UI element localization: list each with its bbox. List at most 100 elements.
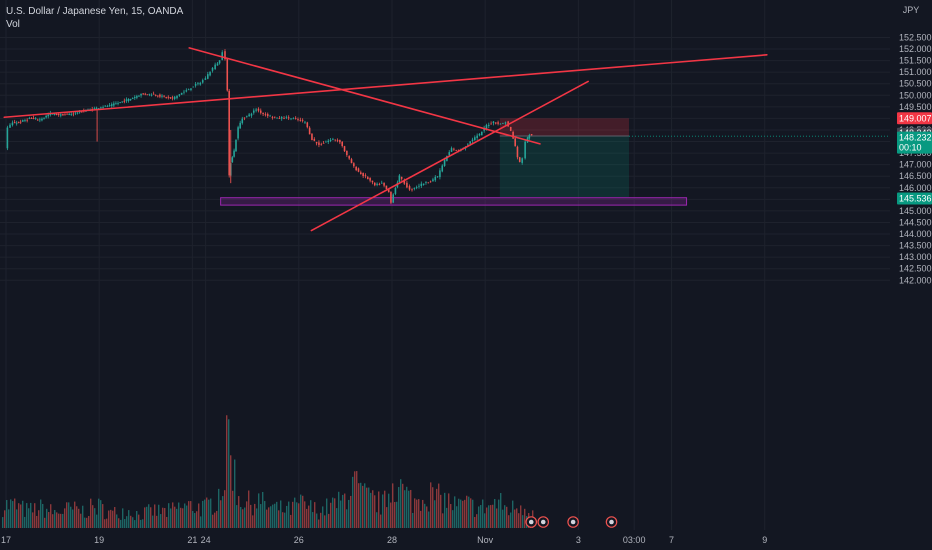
candle-body [413, 188, 416, 189]
volume-bar [364, 483, 366, 528]
candle-body [19, 121, 22, 123]
flag-icon [528, 519, 534, 525]
zones[interactable] [220, 118, 890, 206]
volume-bar [484, 513, 486, 528]
price-tick-label: 150.000 [899, 90, 932, 100]
candle-body [262, 112, 264, 115]
volume-bar [110, 509, 112, 528]
volume-bar [130, 515, 132, 528]
volume-bar [462, 500, 464, 528]
candle-body [514, 138, 516, 147]
candle-body [216, 63, 219, 66]
demand-zone[interactable] [220, 197, 688, 206]
candle-body [129, 98, 132, 101]
candle-body [432, 179, 434, 182]
volume-bar [46, 508, 48, 528]
volume-bar [8, 509, 10, 528]
candle-body [55, 113, 58, 116]
candle-body [494, 122, 497, 124]
candle-body [306, 122, 309, 128]
position-target-zone[interactable] [499, 136, 629, 198]
candle-body [167, 96, 170, 98]
currency-label[interactable]: JPY [903, 5, 920, 15]
volume-bar [150, 507, 152, 528]
volume-bar [504, 505, 506, 528]
volume-bar [76, 506, 78, 528]
candle-body [446, 156, 448, 161]
candle-body [441, 165, 444, 172]
candle-body [131, 98, 134, 100]
candle-body [165, 97, 167, 98]
candle-body [516, 146, 519, 158]
volume-bar [190, 501, 192, 528]
candle-body [392, 194, 395, 203]
volume-bar [422, 499, 424, 528]
volume-bar [242, 509, 244, 528]
volume-bar [344, 493, 346, 528]
volume-bar [182, 508, 184, 528]
volume-bar [380, 514, 382, 528]
volume-bar [166, 516, 168, 528]
time-tick-label: 28 [387, 535, 397, 545]
volume-bar [104, 519, 106, 528]
candle-body [106, 106, 109, 107]
candle-body [283, 118, 285, 119]
volume-bar [164, 508, 166, 528]
volume-bar [86, 517, 88, 528]
candle-body [509, 126, 512, 131]
price-tick-label: 143.000 [899, 252, 932, 262]
volume-bar [70, 506, 72, 528]
target-price-label[interactable]: 145.536 [899, 194, 932, 204]
candle-body [239, 122, 241, 129]
trendlines[interactable] [3, 47, 768, 232]
volume-bar [508, 515, 510, 528]
trendline-rising-long[interactable] [3, 54, 768, 119]
volume-bar [66, 502, 68, 528]
volume-bar [28, 508, 30, 528]
volume-bar [514, 509, 516, 528]
volume-bar [362, 485, 364, 528]
volume-bar [210, 498, 212, 528]
current-price-label[interactable]: 148.232 [899, 133, 932, 143]
volume-bar [516, 508, 518, 528]
volume-bar [224, 490, 226, 528]
candle-body [439, 170, 441, 178]
volume-bar [238, 496, 240, 528]
volume-bar [14, 498, 16, 528]
volume-bar [170, 508, 172, 528]
volume-bar [402, 483, 404, 528]
candle-body [487, 124, 490, 126]
candle-body [194, 84, 197, 86]
candle-body [57, 114, 60, 116]
candle-body [123, 100, 126, 102]
candle-body [53, 113, 56, 115]
candle-body [117, 103, 119, 104]
volume-bar [428, 511, 430, 528]
volume-bar [108, 510, 110, 528]
volume-bar [222, 496, 224, 528]
volume-bar [522, 515, 524, 528]
candle-body [371, 180, 374, 183]
candle-body [224, 51, 226, 60]
position-stop-zone[interactable] [499, 118, 629, 137]
trendline-rising-steep[interactable] [310, 80, 589, 232]
event-markers[interactable] [525, 516, 618, 528]
candle-body [322, 142, 325, 144]
candle-body [24, 120, 26, 121]
candle-body [241, 118, 244, 124]
stop-price-label[interactable]: 149.007 [899, 113, 932, 123]
volume-bar [456, 506, 458, 528]
candle-body [248, 114, 250, 117]
trendline-descending[interactable] [188, 47, 541, 145]
candle-body [183, 91, 185, 93]
time-axis[interactable]: 17 19 21 24 26 28 Nov 3 03:00 7 9 [0, 531, 890, 550]
volume-bar [390, 502, 392, 528]
candle-body [119, 102, 121, 103]
volume-bar [500, 493, 502, 528]
symbol-title[interactable]: U.S. Dollar / Japanese Yen, 15, OANDA [6, 6, 184, 17]
candle-body [110, 104, 113, 106]
volume-bar [490, 505, 492, 528]
volume-bar [78, 508, 80, 528]
